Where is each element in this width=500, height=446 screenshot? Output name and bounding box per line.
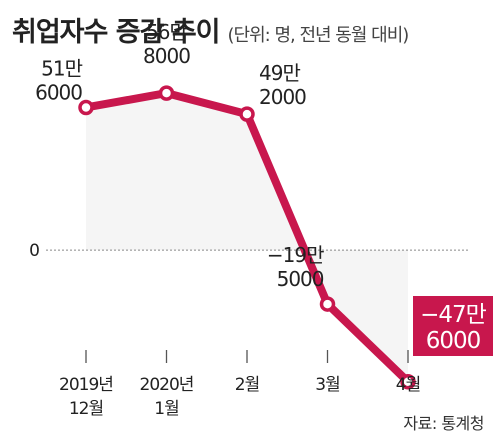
data-label: −19만: [267, 243, 324, 267]
x-tick-label: 4월: [396, 375, 420, 395]
data-point: [158, 85, 175, 101]
unit-note: (단위: 명, 전년 동월 대비): [227, 25, 410, 46]
data-point: [239, 106, 255, 122]
area-fill: [86, 93, 408, 382]
data-label: 5000: [277, 267, 324, 291]
x-tick-label-layer: 2019년 12월 2020년 1월 2월 3월 4월: [59, 375, 421, 419]
data-label: −47만: [420, 302, 487, 328]
data-label: 6000: [35, 80, 82, 104]
area-fill-layer: [86, 93, 408, 382]
source-note: 자료: 통계청: [403, 414, 484, 433]
data-label: 56만: [146, 20, 187, 44]
x-tick-label: 2020년: [140, 375, 194, 395]
data-point-layer: [78, 85, 416, 390]
data-label: 6000: [426, 328, 481, 354]
zero-axis-label: 0: [29, 241, 40, 261]
highlight-label-box: [413, 296, 493, 356]
x-tick-label: 3월: [315, 375, 339, 395]
chart-title: 취업자수 증감 추이: [12, 17, 221, 48]
data-point: [78, 99, 94, 116]
chart-title-block: 취업자수 증감 추이 (단위: 명, 전년 동월 대비): [12, 10, 410, 50]
data-label: 8000: [143, 44, 190, 68]
data-label: 51만: [41, 56, 82, 80]
x-tick-label: 2019년: [59, 375, 113, 395]
data-label: 2000: [259, 85, 306, 109]
x-tick-label: 1월: [154, 399, 178, 419]
data-point: [400, 374, 416, 390]
data-label: 49만: [259, 61, 300, 85]
x-tick-label: 12월: [69, 399, 103, 419]
data-point: [319, 296, 336, 312]
axis-layer: 0: [29, 241, 470, 363]
x-tick-label: 2월: [235, 375, 259, 395]
